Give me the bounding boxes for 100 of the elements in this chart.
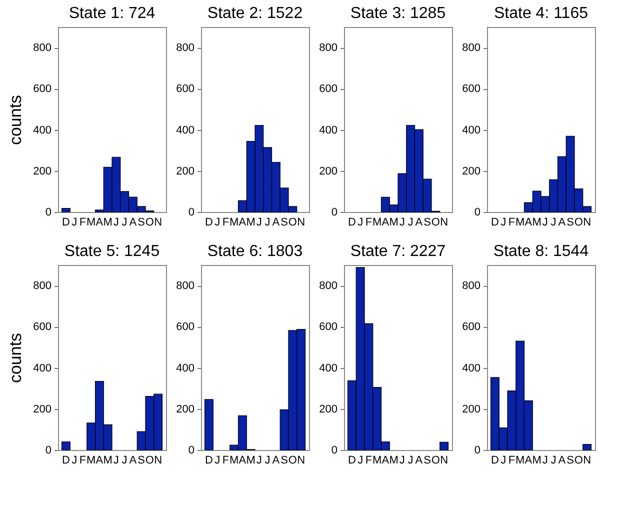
y-tick-label: 800 — [462, 280, 480, 292]
x-tick-label: A — [238, 454, 247, 466]
x-tick-label: D — [62, 454, 70, 466]
x-tick-label: A — [382, 216, 390, 228]
x-tick-label: O — [145, 454, 154, 466]
y-tick-label: 600 — [176, 83, 194, 96]
x-tick-label: M — [103, 216, 112, 228]
y-tick-label: 800 — [33, 280, 52, 292]
x-tick-label: M — [532, 454, 542, 466]
x-tick-label: J — [408, 454, 414, 466]
chart-title: State 4: 1165 — [494, 5, 588, 22]
x-tick-label: D — [62, 216, 70, 228]
x-tick-label: D — [490, 454, 499, 466]
x-tick-label: M — [103, 454, 112, 466]
bar — [582, 444, 592, 450]
x-tick-label: M — [229, 216, 239, 228]
x-tick-label: J — [542, 454, 548, 466]
y-tick-label: 600 — [33, 83, 52, 96]
x-tick-label: J — [500, 216, 506, 228]
x-tick-label: M — [532, 216, 542, 228]
x-tick-label: J — [214, 216, 220, 228]
y-tick-label: 400 — [33, 362, 52, 374]
x-tick-label: O — [288, 216, 298, 228]
x-tick-label: J — [72, 454, 78, 466]
y-tick-label: 400 — [319, 362, 338, 374]
y-tick-label: 0 — [188, 206, 194, 218]
x-tick-label: A — [96, 454, 104, 466]
x-tick-label: O — [574, 454, 584, 466]
x-tick-label: J — [214, 454, 220, 466]
x-tick-label: N — [583, 216, 592, 228]
y-tick-label: 0 — [474, 444, 480, 456]
x-tick-label: J — [500, 454, 506, 466]
x-tick-label: O — [288, 454, 298, 466]
x-tick-label: A — [238, 216, 247, 228]
y-tick-label: 800 — [176, 280, 194, 292]
x-tick-label: O — [574, 216, 584, 228]
chart-title: State 3: 1285 — [350, 5, 446, 22]
x-tick-label: J — [72, 216, 78, 228]
y-tick-label: 0 — [331, 206, 338, 218]
x-tick-label: A — [129, 216, 138, 228]
x-tick-label: A — [272, 454, 280, 466]
x-tick-label: S — [138, 216, 145, 228]
x-tick-label: J — [122, 216, 128, 228]
y-tick-label: 400 — [176, 124, 194, 136]
y-tick-label: 200 — [33, 165, 52, 178]
x-tick-label: J — [113, 216, 119, 228]
y-tick-label: 800 — [462, 42, 480, 54]
x-tick-label: D — [204, 454, 213, 466]
x-tick-label: O — [431, 454, 440, 466]
x-tick-label: A — [415, 216, 424, 228]
bar — [204, 399, 214, 450]
x-tick-label: N — [154, 216, 162, 228]
x-tick-label: J — [256, 216, 262, 228]
x-tick-label: N — [154, 454, 162, 466]
bar — [61, 441, 70, 450]
chart-title: State 6: 1803 — [207, 243, 303, 260]
x-tick-label: N — [297, 216, 306, 228]
x-tick-label: S — [138, 454, 145, 466]
x-tick-label: J — [550, 454, 556, 466]
x-tick-label: O — [431, 216, 440, 228]
x-tick-label: M — [246, 454, 256, 466]
y-tick-label: 600 — [462, 83, 480, 96]
x-tick-label: M — [229, 454, 239, 466]
y-tick-label: 400 — [319, 124, 338, 136]
x-tick-label: A — [272, 216, 280, 228]
x-tick-label: A — [96, 216, 104, 228]
y-tick-label: 800 — [319, 42, 338, 54]
y-tick-label: 800 — [33, 42, 52, 54]
y-axis-title: counts — [6, 94, 26, 146]
x-tick-label: J — [264, 454, 270, 466]
x-tick-label: J — [264, 216, 270, 228]
x-tick-label: N — [440, 216, 448, 228]
y-tick-label: 600 — [176, 321, 194, 334]
chart-title: State 2: 1522 — [207, 5, 303, 22]
x-tick-label: F — [365, 454, 372, 466]
y-tick-label: 400 — [176, 362, 194, 374]
chart-title: State 1: 724 — [68, 5, 156, 22]
bar — [440, 442, 449, 450]
x-tick-label: J — [399, 454, 405, 466]
x-tick-label: M — [389, 216, 398, 228]
x-tick-label: J — [399, 216, 405, 228]
x-tick-label: M — [86, 216, 96, 228]
x-tick-label: F — [365, 216, 372, 228]
x-tick-label: O — [145, 216, 154, 228]
x-tick-label: A — [524, 216, 533, 228]
x-tick-label: N — [440, 454, 448, 466]
x-tick-label: D — [348, 216, 356, 228]
x-tick-label: D — [204, 216, 213, 228]
x-tick-label: J — [542, 216, 548, 228]
y-axis-title: counts — [6, 332, 26, 384]
x-tick-label: J — [550, 216, 556, 228]
y-tick-label: 400 — [462, 124, 480, 136]
x-tick-label: N — [583, 454, 592, 466]
x-tick-label: J — [256, 454, 262, 466]
x-tick-label: J — [113, 454, 119, 466]
y-tick-label: 600 — [462, 321, 480, 334]
y-tick-label: 200 — [319, 403, 338, 416]
y-tick-label: 0 — [331, 444, 338, 456]
x-tick-label: S — [280, 216, 288, 228]
bar — [61, 208, 70, 212]
